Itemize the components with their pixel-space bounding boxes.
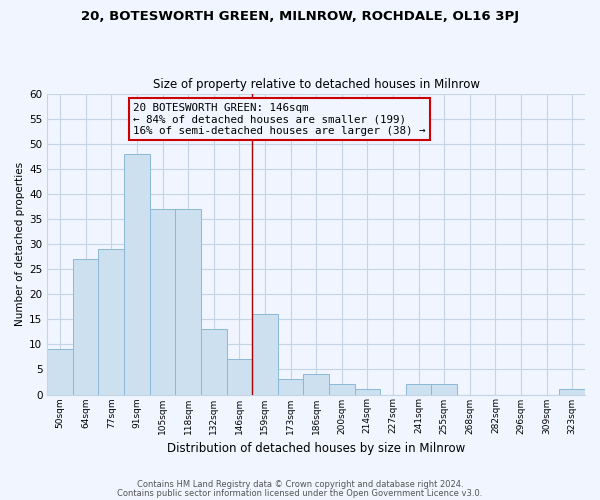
Bar (278, 380, 304, 394)
Y-axis label: Number of detached properties: Number of detached properties (15, 162, 25, 326)
Bar (304, 374, 329, 394)
Bar (73, 259, 98, 394)
Bar (175, 209, 201, 394)
Bar (559, 390, 585, 394)
Bar (201, 330, 227, 394)
Bar (98, 249, 124, 394)
Bar (47, 350, 73, 395)
Bar (227, 360, 252, 394)
Bar (431, 384, 457, 394)
Bar (124, 154, 150, 394)
X-axis label: Distribution of detached houses by size in Milnrow: Distribution of detached houses by size … (167, 442, 465, 455)
Title: Size of property relative to detached houses in Milnrow: Size of property relative to detached ho… (152, 78, 479, 91)
Bar (150, 209, 175, 394)
Text: Contains public sector information licensed under the Open Government Licence v3: Contains public sector information licen… (118, 490, 482, 498)
Bar (355, 390, 380, 394)
Bar (329, 384, 355, 394)
Text: Contains HM Land Registry data © Crown copyright and database right 2024.: Contains HM Land Registry data © Crown c… (137, 480, 463, 489)
Bar (406, 384, 431, 394)
Bar (252, 314, 278, 394)
Text: 20 BOTESWORTH GREEN: 146sqm
← 84% of detached houses are smaller (199)
16% of se: 20 BOTESWORTH GREEN: 146sqm ← 84% of det… (133, 102, 426, 136)
Text: 20, BOTESWORTH GREEN, MILNROW, ROCHDALE, OL16 3PJ: 20, BOTESWORTH GREEN, MILNROW, ROCHDALE,… (81, 10, 519, 23)
